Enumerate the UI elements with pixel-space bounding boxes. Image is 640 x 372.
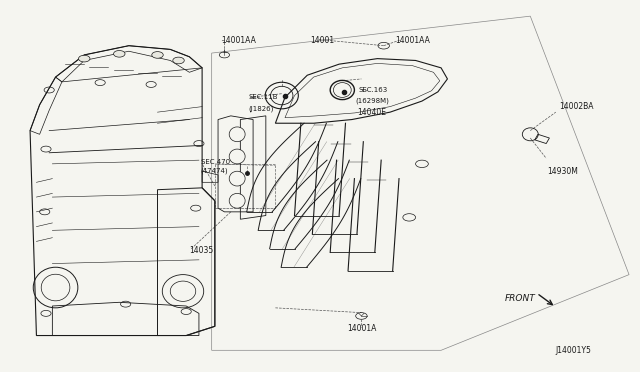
Text: (47474): (47474)	[201, 168, 228, 174]
Text: SEC 470: SEC 470	[201, 159, 230, 165]
Text: SEC.11B: SEC.11B	[248, 94, 278, 100]
Text: 14001A: 14001A	[347, 324, 376, 333]
Ellipse shape	[229, 171, 245, 186]
Ellipse shape	[229, 149, 245, 164]
Text: 14035: 14035	[189, 246, 214, 255]
Circle shape	[79, 55, 90, 62]
Text: 14040E: 14040E	[357, 108, 386, 117]
Text: SEC.163: SEC.163	[358, 87, 387, 93]
Ellipse shape	[229, 127, 245, 142]
Text: J14001Y5: J14001Y5	[556, 346, 591, 355]
Circle shape	[152, 52, 163, 58]
Text: FRONT: FRONT	[505, 294, 536, 303]
Ellipse shape	[229, 193, 245, 208]
Text: (J1826): (J1826)	[248, 105, 274, 112]
Circle shape	[173, 57, 184, 64]
Text: 14001AA: 14001AA	[395, 36, 430, 45]
Text: 14930M: 14930M	[547, 167, 579, 176]
Text: 14002BA: 14002BA	[559, 102, 593, 111]
Text: (16298M): (16298M)	[355, 98, 389, 104]
Circle shape	[113, 51, 125, 57]
Text: 14001: 14001	[310, 36, 335, 45]
Text: 14001AA: 14001AA	[221, 36, 256, 45]
